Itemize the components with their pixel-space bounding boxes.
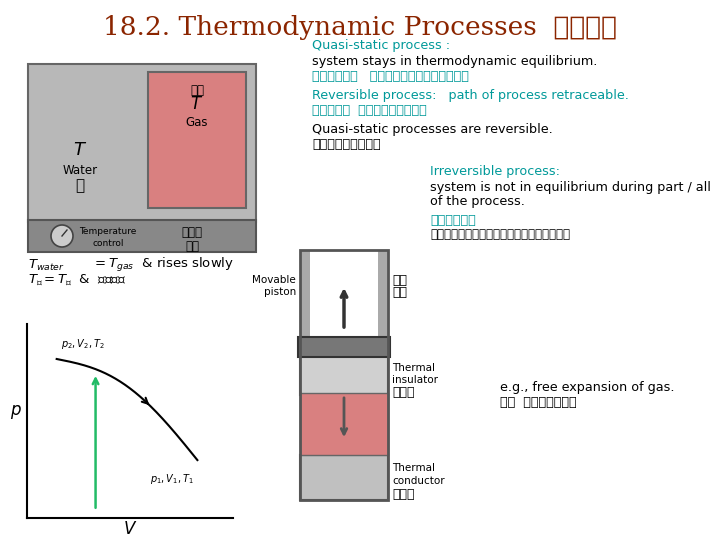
Text: 系統始終維持在熱力平衡中: 系統始終維持在熱力平衡中 [28,474,112,487]
Bar [300,490,388,500]
Text: 准靜態程序都可逆。: 准靜態程序都可逆。 [312,138,381,151]
Text: Gas: Gas [186,116,208,129]
Text: $T$: $T$ [190,95,204,113]
Text: Reversible process:   path of process retraceable.: Reversible process: path of process retr… [312,90,629,103]
Text: 在部份／整個程序裏，系統不在熱力平衡中。: 在部份／整個程序裏，系統不在熱力平衡中。 [430,228,570,241]
Text: Thermal: Thermal [392,363,435,373]
Bar [298,337,390,357]
Bar [300,455,388,500]
Bar [300,355,388,395]
Text: system stays in thermodynamic equilibrium.: system stays in thermodynamic equilibriu… [312,55,598,68]
Text: 傳熱體: 傳熱體 [392,488,415,501]
Text: conductor: conductor [392,476,445,486]
Text: Movable: Movable [252,275,296,285]
Text: Quasi-static processes are reversible.: Quasi-static processes are reversible. [312,123,553,136]
Text: 絕熱層: 絕熱層 [392,386,415,399]
Text: of the process.: of the process. [430,194,525,207]
Text: $T$: $T$ [73,141,87,159]
Y-axis label: $p$: $p$ [10,403,22,421]
Text: 不可逆程序：: 不可逆程序： [430,213,476,226]
Text: 水: 水 [76,179,84,193]
Circle shape [51,225,73,247]
Bar [300,250,310,500]
Text: 制盤: 制盤 [185,240,199,253]
Text: Water: Water [63,164,98,177]
Text: Quasi-static process :: Quasi-static process : [312,39,450,52]
Text: thermodynamic equilibrium: thermodynamic equilibrium [28,460,192,472]
Text: Temperature: Temperature [79,227,137,237]
Text: control: control [92,239,124,247]
Text: 溫度控: 溫度控 [181,226,202,240]
Bar [300,250,388,500]
Text: Irreversible process:: Irreversible process: [430,165,560,179]
Bar [28,220,256,252]
Text: 活塞: 活塞 [392,287,407,300]
Text: 18.2. Thermodynamic Processes  熱力程序: 18.2. Thermodynamic Processes 熱力程序 [103,16,617,40]
Text: insulator: insulator [392,375,438,385]
Text: e.g., free expansion of gas.: e.g., free expansion of gas. [500,381,675,395]
Text: 可逆程序：  程序路徑可以回港。: 可逆程序： 程序路徑可以回港。 [312,105,427,118]
Text: Thermal: Thermal [392,463,435,473]
Bar [300,393,388,455]
Text: piston: piston [264,287,296,297]
Bar [28,64,256,222]
Text: $p_2, V_2, T_2$: $p_2, V_2, T_2$ [60,337,104,351]
Text: $p_1, V_1, T_1$: $p_1, V_1, T_1$ [150,472,194,486]
Text: 例：  氣體自由膨脹。: 例： 氣體自由膨脹。 [500,396,577,409]
X-axis label: $V$: $V$ [123,520,137,538]
Text: $= T_{gas}$  & rises slowly: $= T_{gas}$ & rises slowly [92,256,234,274]
Text: 准靜態程序：   系統始終維持在熱力平衡中。: 准靜態程序： 系統始終維持在熱力平衡中。 [312,71,469,84]
Bar [148,72,246,208]
Text: $T_{水}= T_{氣}$  &  緩慢上升: $T_{水}= T_{氣}$ & 緩慢上升 [28,273,126,287]
Text: $T_{water}$: $T_{water}$ [28,258,65,273]
Text: system always in: system always in [28,446,130,458]
Text: system is not in equilibrium during part / all: system is not in equilibrium during part… [430,180,711,193]
Text: 可動: 可動 [392,273,407,287]
Text: 氣體: 氣體 [190,84,204,97]
Bar [378,250,388,500]
